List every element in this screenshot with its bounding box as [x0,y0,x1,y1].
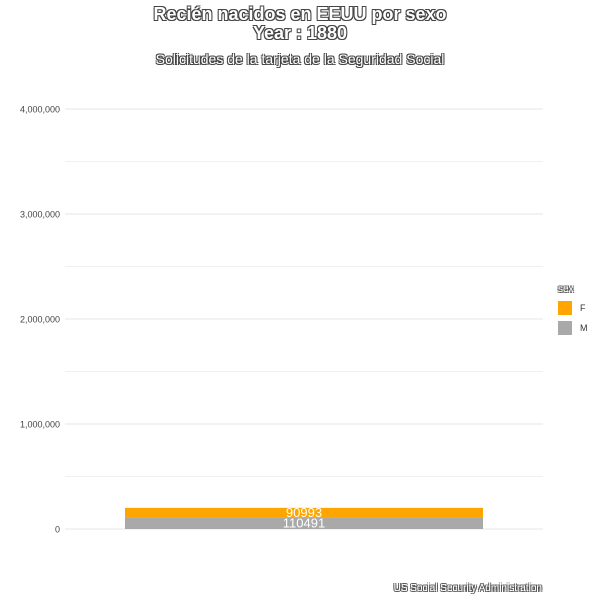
legend-label-f: F [580,303,586,313]
bar-segment-m [125,517,483,529]
chart-title-year: Year : 1880 [252,23,348,43]
legend-item-m: M [558,321,588,335]
legend-title: sex [558,284,574,295]
legend-swatch-f [558,301,572,315]
bar-segment-f [125,507,483,518]
data-label-f: 90993 [286,505,322,520]
y-tick-label: 2,000,000 [20,315,60,325]
data-label-m: 110491 [283,516,325,531]
legend-swatch-m [558,321,572,335]
chart-subtitle: Solicitudes de la tarjeta de la Segurida… [155,51,445,67]
y-tick-label: 0 [55,525,60,535]
legend: sex F M [558,284,588,335]
chart-title: Recién nacidos en EEUU por sexo [153,4,447,24]
y-tick-label: 1,000,000 [20,420,60,430]
legend-label-m: M [580,323,588,333]
title-block: Recién nacidos en EEUU por sexo Year : 1… [0,0,600,68]
y-tick-label: 4,000,000 [20,105,60,115]
caption: US Social Security Administration [393,583,542,594]
legend-item-f: F [558,301,588,315]
y-tick-label: 3,000,000 [20,210,60,220]
